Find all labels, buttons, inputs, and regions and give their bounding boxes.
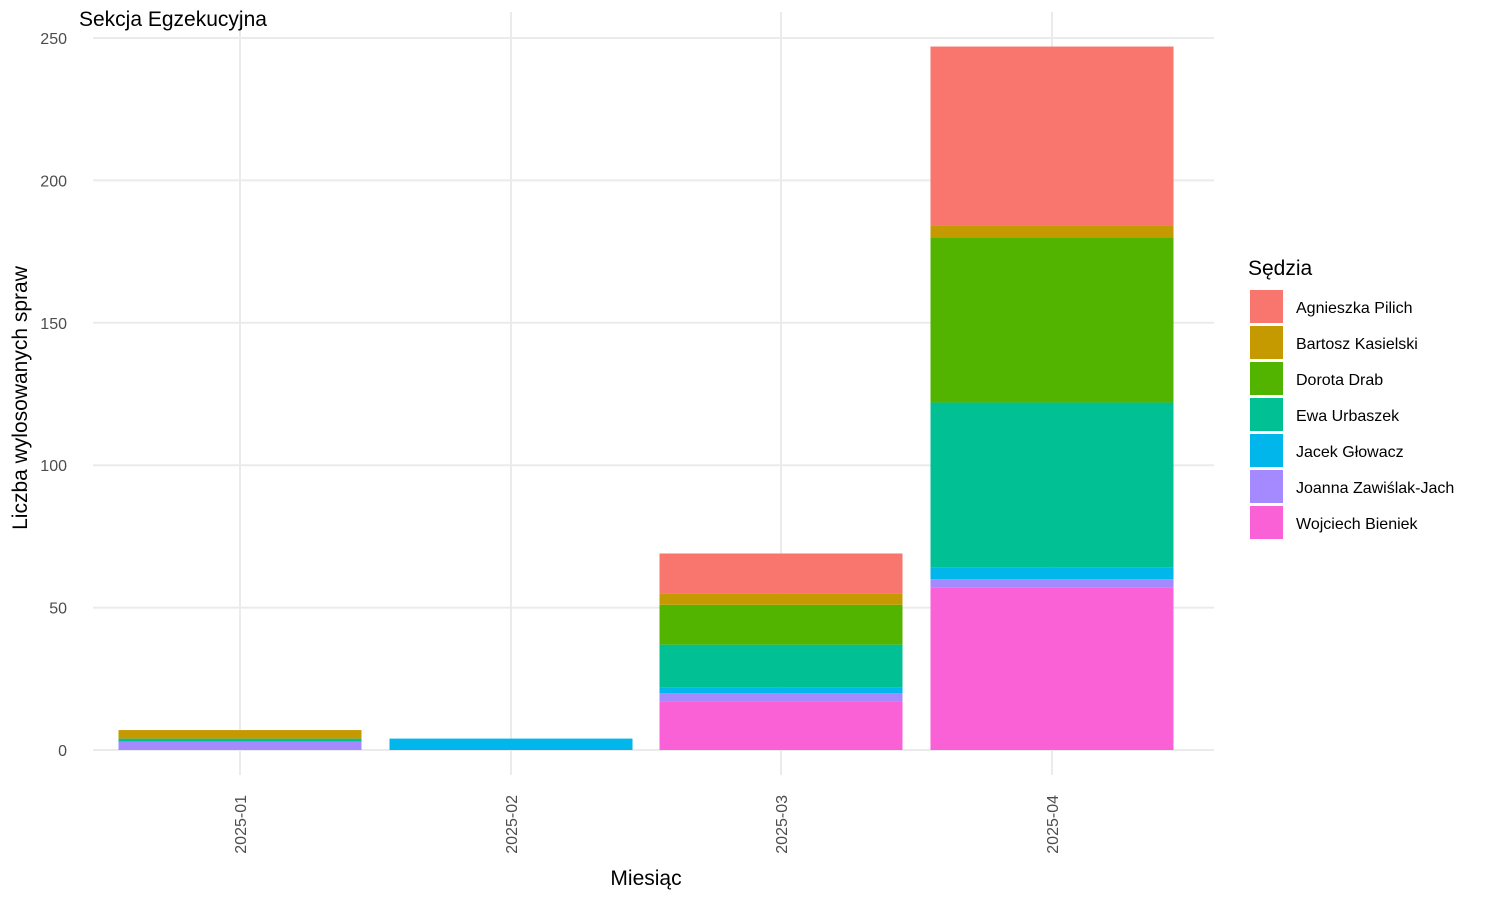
legend-title: Sędzia [1248, 257, 1313, 280]
bar-segment [118, 730, 362, 739]
y-tick-label: 50 [49, 601, 67, 618]
legend-label: Dorota Drab [1296, 372, 1383, 389]
x-axis-ticks: 2025-01 2025-02 2025-03 2025-04 [233, 795, 1062, 854]
bar-segment [118, 741, 362, 750]
chart-title: Sekcja Egzekucyjna [79, 8, 267, 31]
legend-label: Jacek Głowacz [1296, 444, 1404, 461]
legend-key [1250, 470, 1283, 503]
y-tick-label: 150 [40, 316, 67, 333]
x-tick-label: 2025-03 [774, 795, 791, 854]
legend-key [1250, 398, 1283, 431]
y-axis-title: Liczba wylosowanych spraw [9, 265, 32, 530]
bar-segment [930, 587, 1174, 750]
legend-label: Joanna Zawiślak-Jach [1296, 480, 1454, 497]
x-axis-title: Miesiąc [610, 867, 681, 890]
bar-segment [659, 604, 903, 645]
legend: Sędzia Agnieszka Pilich Bartosz Kasielski… [1248, 257, 1454, 539]
legend-label: Bartosz Kasielski [1296, 336, 1418, 353]
bar-segment [659, 593, 903, 605]
legend-key [1250, 434, 1283, 467]
bar-segment [930, 46, 1174, 226]
y-tick-label: 0 [58, 743, 67, 760]
legend-key [1250, 290, 1283, 323]
bar-segment [659, 701, 903, 750]
x-tick-label: 2025-04 [1045, 795, 1062, 854]
x-tick-label: 2025-02 [504, 795, 521, 854]
bar-segment [930, 237, 1174, 403]
legend-key [1250, 326, 1283, 359]
legend-key [1250, 362, 1283, 395]
legend-label: Ewa Urbaszek [1296, 408, 1400, 425]
bar-segment [930, 402, 1174, 568]
y-axis-ticks: 0 50 100 150 200 250 [40, 31, 67, 760]
legend-key [1250, 506, 1283, 539]
x-tick-label: 2025-01 [233, 795, 250, 854]
bar-segment [659, 553, 903, 594]
bar-segment [659, 693, 903, 702]
y-tick-label: 100 [40, 458, 67, 475]
bar-segment [118, 738, 362, 742]
bars [118, 46, 1174, 750]
bar-segment [930, 579, 1174, 588]
legend-label: Agnieszka Pilich [1296, 300, 1413, 317]
bar-segment [930, 567, 1174, 580]
y-tick-label: 250 [40, 31, 67, 48]
bar-segment [659, 644, 903, 688]
y-tick-label: 200 [40, 173, 67, 190]
bar-segment [930, 225, 1174, 238]
bar-segment [659, 687, 903, 694]
bar-segment [389, 738, 633, 750]
legend-label: Wojciech Bieniek [1296, 516, 1419, 533]
